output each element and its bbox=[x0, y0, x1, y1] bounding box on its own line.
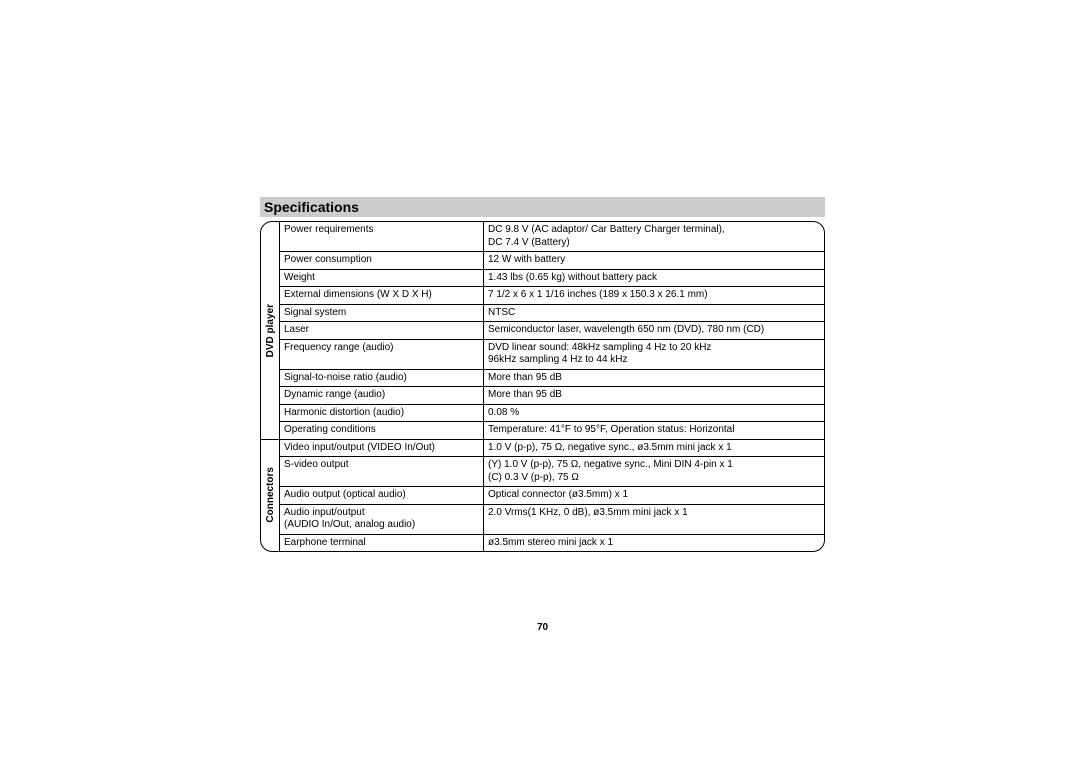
spec-name: Frequency range (audio) bbox=[280, 340, 484, 369]
spec-value: Semiconductor laser, wavelength 650 nm (… bbox=[484, 322, 824, 339]
spec-value: DC 9.8 V (AC adaptor/ Car Battery Charge… bbox=[484, 222, 824, 251]
spec-value: 12 W with battery bbox=[484, 252, 824, 269]
spec-name: Power consumption bbox=[280, 252, 484, 269]
spec-name: Signal-to-noise ratio (audio) bbox=[280, 370, 484, 387]
section-rows-dvd: Power requirementsDC 9.8 V (AC adaptor/ … bbox=[280, 222, 824, 439]
table-row: Power requirementsDC 9.8 V (AC adaptor/ … bbox=[280, 222, 824, 251]
spec-name: Earphone terminal bbox=[280, 535, 484, 552]
table-row: External dimensions (W X D X H)7 1/2 x 6… bbox=[280, 286, 824, 304]
section-label-connectors: Connectors bbox=[261, 440, 280, 552]
spec-value: 7 1/2 x 6 x 1 1/16 inches (189 x 150.3 x… bbox=[484, 287, 824, 304]
table-row: Frequency range (audio)DVD linear sound:… bbox=[280, 339, 824, 369]
spec-name: Harmonic distortion (audio) bbox=[280, 405, 484, 422]
table-row: Harmonic distortion (audio)0.08 % bbox=[280, 404, 824, 422]
spec-name: Laser bbox=[280, 322, 484, 339]
spec-name: External dimensions (W X D X H) bbox=[280, 287, 484, 304]
spec-value: 1.43 lbs (0.65 kg) without battery pack bbox=[484, 270, 824, 287]
spec-value: NTSC bbox=[484, 305, 824, 322]
spec-value: More than 95 dB bbox=[484, 387, 824, 404]
section-rows-connectors: Video input/output (VIDEO In/Out)1.0 V (… bbox=[280, 440, 824, 552]
section-connectors: Connectors Video input/output (VIDEO In/… bbox=[261, 439, 824, 552]
spec-table: DVD player Power requirementsDC 9.8 V (A… bbox=[260, 221, 825, 552]
spec-name: Signal system bbox=[280, 305, 484, 322]
spec-name: Power requirements bbox=[280, 222, 484, 251]
table-row: Weight1.43 lbs (0.65 kg) without battery… bbox=[280, 269, 824, 287]
spec-name: Audio output (optical audio) bbox=[280, 487, 484, 504]
section-heading: Specifications bbox=[260, 197, 825, 217]
table-row: Video input/output (VIDEO In/Out)1.0 V (… bbox=[280, 440, 824, 457]
spec-name: Video input/output (VIDEO In/Out) bbox=[280, 440, 484, 457]
spec-name: Weight bbox=[280, 270, 484, 287]
spec-name: Dynamic range (audio) bbox=[280, 387, 484, 404]
table-row: LaserSemiconductor laser, wavelength 650… bbox=[280, 321, 824, 339]
spec-name: S-video output bbox=[280, 457, 484, 486]
section-dvd-player: DVD player Power requirementsDC 9.8 V (A… bbox=[261, 222, 824, 439]
table-row: Operating conditionsTemperature: 41°F to… bbox=[280, 421, 824, 439]
table-row: Dynamic range (audio)More than 95 dB bbox=[280, 386, 824, 404]
spec-value: (Y) 1.0 V (p-p), 75 Ω, negative sync., M… bbox=[484, 457, 824, 486]
spec-value: Temperature: 41°F to 95°F, Operation sta… bbox=[484, 422, 824, 439]
spec-value: 2.0 Vrms(1 KHz, 0 dB), ø3.5mm mini jack … bbox=[484, 505, 824, 534]
spec-name: Operating conditions bbox=[280, 422, 484, 439]
spec-value: 1.0 V (p-p), 75 Ω, negative sync., ø3.5m… bbox=[484, 440, 824, 457]
page-number: 70 bbox=[260, 622, 825, 633]
spec-value: More than 95 dB bbox=[484, 370, 824, 387]
table-row: Signal-to-noise ratio (audio)More than 9… bbox=[280, 369, 824, 387]
table-row: Audio input/output (AUDIO In/Out, analog… bbox=[280, 504, 824, 534]
spec-value: Optical connector (ø3.5mm) x 1 bbox=[484, 487, 824, 504]
spec-value: 0.08 % bbox=[484, 405, 824, 422]
section-label-dvd: DVD player bbox=[261, 222, 280, 439]
table-row: Earphone terminalø3.5mm stereo mini jack… bbox=[280, 534, 824, 552]
spec-name: Audio input/output (AUDIO In/Out, analog… bbox=[280, 505, 484, 534]
page-content: Specifications DVD player Power requirem… bbox=[260, 197, 825, 633]
spec-value: DVD linear sound: 48kHz sampling 4 Hz to… bbox=[484, 340, 824, 369]
table-row: S-video output(Y) 1.0 V (p-p), 75 Ω, neg… bbox=[280, 456, 824, 486]
spec-value: ø3.5mm stereo mini jack x 1 bbox=[484, 535, 824, 552]
table-row: Power consumption12 W with battery bbox=[280, 251, 824, 269]
table-row: Signal systemNTSC bbox=[280, 304, 824, 322]
table-row: Audio output (optical audio)Optical conn… bbox=[280, 486, 824, 504]
